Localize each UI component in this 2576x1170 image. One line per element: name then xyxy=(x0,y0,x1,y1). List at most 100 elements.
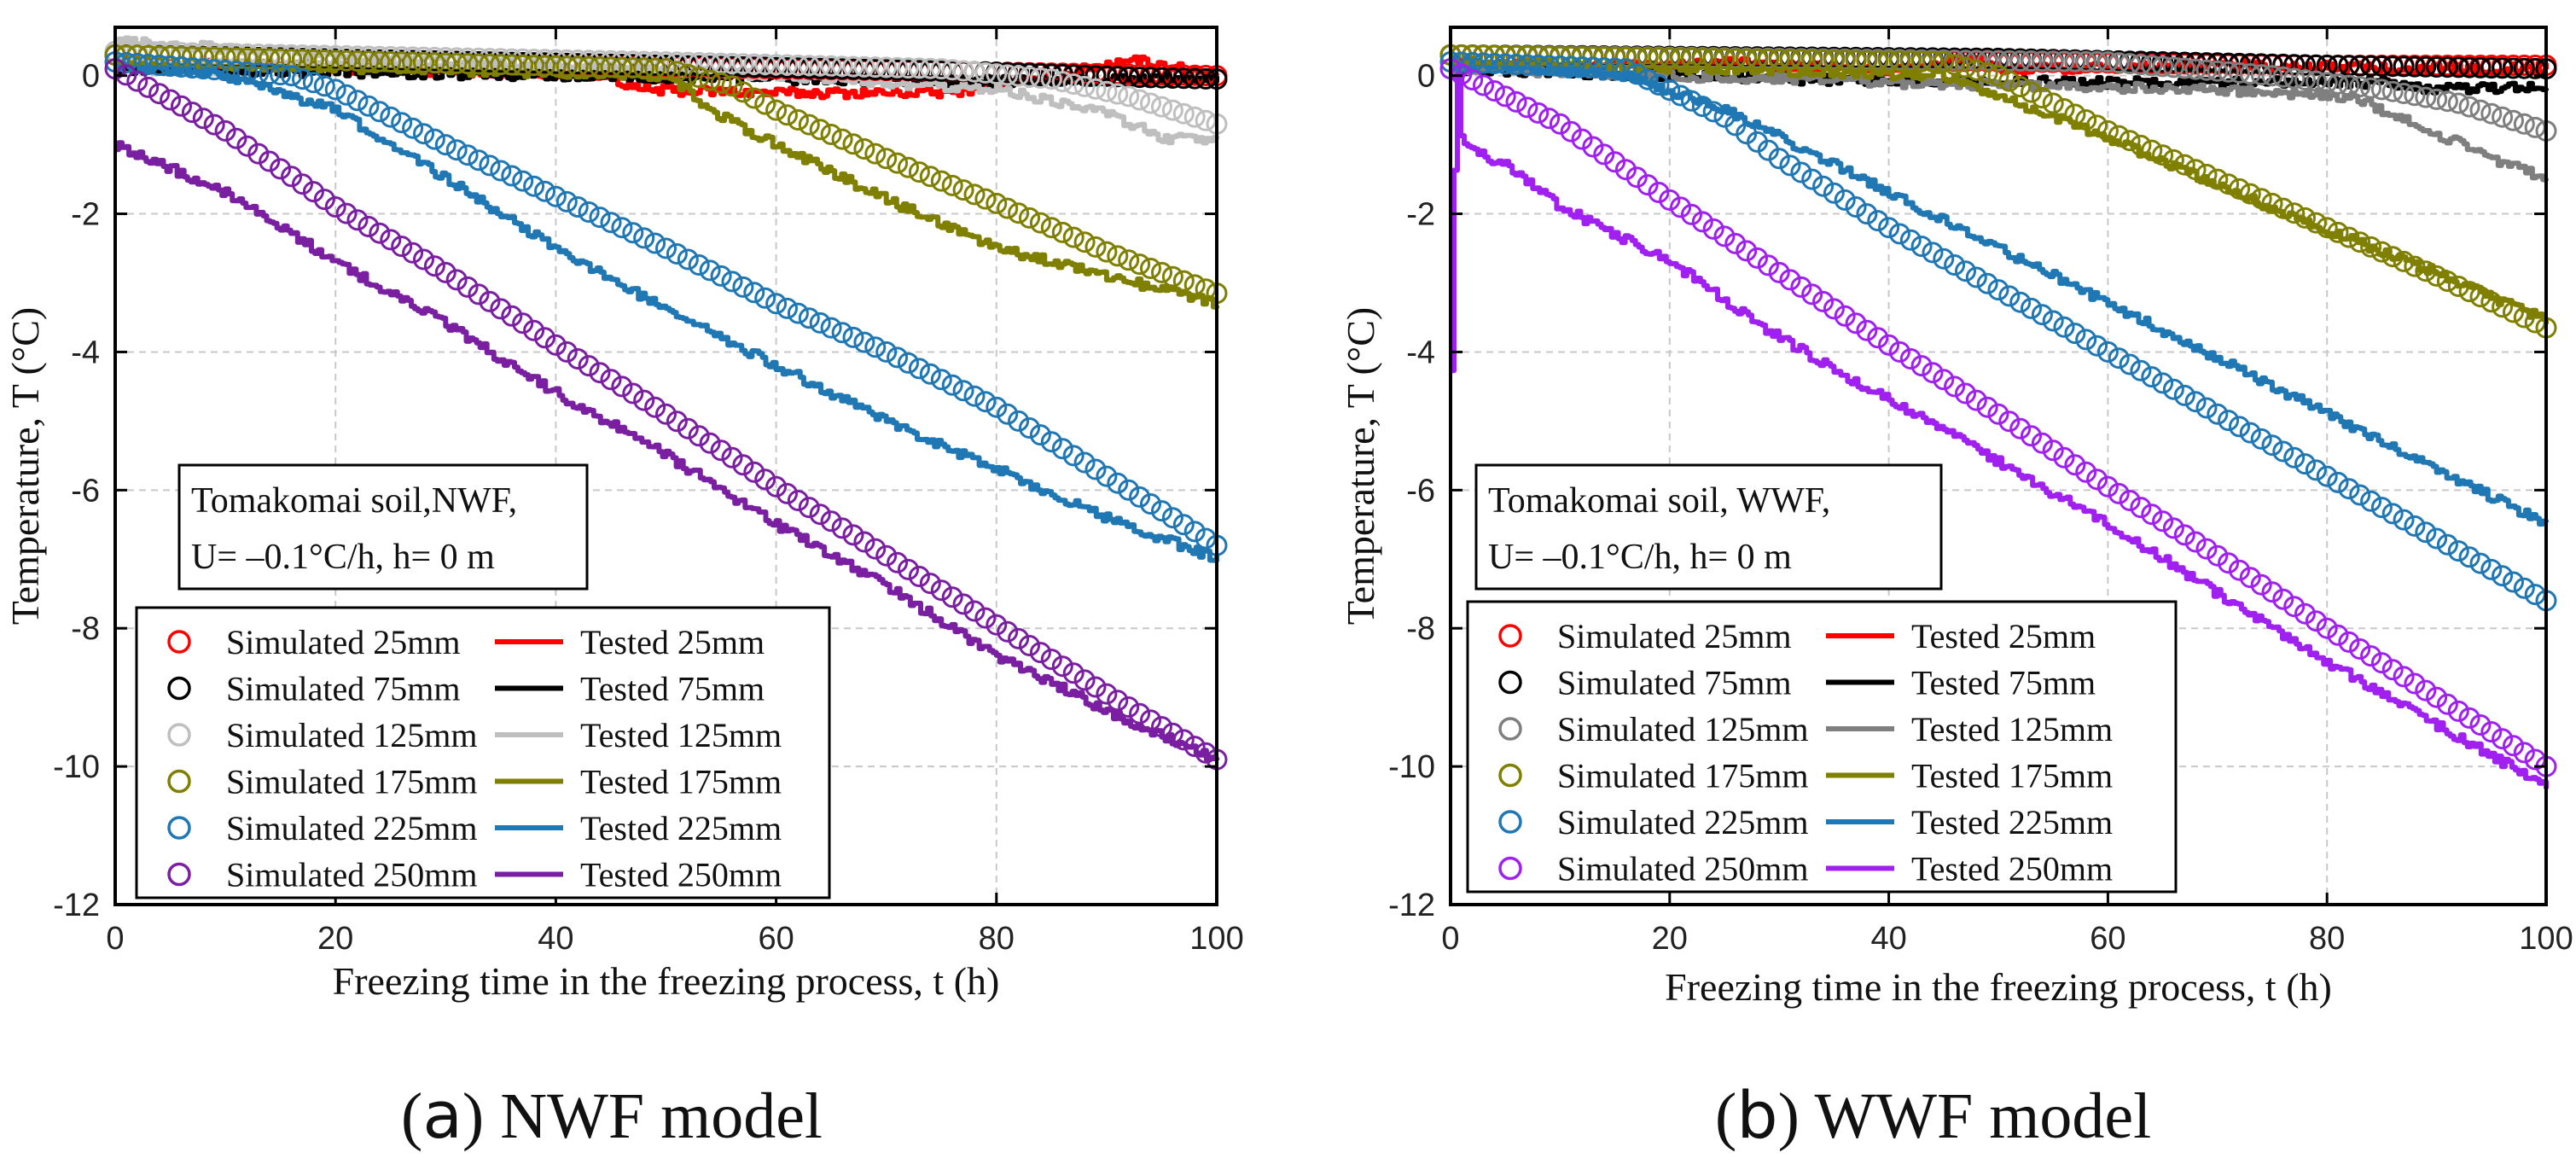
plot-area xyxy=(1439,44,2557,789)
x-tick-label: 80 xyxy=(979,921,1015,957)
simulated-point-175mm xyxy=(1614,46,1637,68)
simulated-point-175mm xyxy=(380,51,402,73)
legend-tested-label: Tested 175mm xyxy=(1911,757,2113,795)
simulated-point-75mm xyxy=(2173,51,2195,73)
x-axis-label: Freezing time in the freezing process, t… xyxy=(1665,965,2332,1009)
simulated-point-250mm xyxy=(434,261,456,283)
simulated-point-225mm xyxy=(2370,497,2393,519)
simulated-point-250mm xyxy=(589,362,611,384)
simulated-point-175mm xyxy=(335,49,358,72)
simulated-point-175mm xyxy=(2404,255,2426,277)
y-tick-label: -6 xyxy=(71,473,100,509)
simulated-point-125mm xyxy=(908,57,930,79)
simulated-point-125mm xyxy=(1096,80,1118,102)
simulated-point-125mm xyxy=(2480,102,2503,125)
simulated-point-225mm xyxy=(699,259,721,282)
simulated-point-175mm xyxy=(2503,301,2524,323)
simulated-point-75mm xyxy=(1161,67,1183,89)
simulated-point-250mm xyxy=(1183,736,1206,758)
simulated-point-125mm xyxy=(490,48,512,70)
simulated-point-175mm xyxy=(974,188,997,210)
simulated-point-125mm xyxy=(887,56,909,79)
simulated-point-225mm xyxy=(765,293,788,315)
simulated-point-250mm xyxy=(1987,403,2009,425)
simulated-point-175mm xyxy=(2272,197,2294,219)
simulated-point-250mm xyxy=(324,196,346,218)
x-tick-label: 40 xyxy=(538,921,573,957)
simulated-point-225mm xyxy=(622,222,644,244)
simulated-point-125mm xyxy=(2218,61,2240,83)
simulated-point-175mm xyxy=(1084,236,1107,258)
simulated-point-175mm xyxy=(1183,274,1206,296)
simulated-point-225mm xyxy=(555,190,578,212)
simulated-point-125mm xyxy=(456,47,479,69)
simulated-point-175mm xyxy=(2207,168,2229,190)
simulated-point-225mm xyxy=(2513,577,2535,599)
simulated-point-225mm xyxy=(1008,410,1030,432)
simulated-point-175mm xyxy=(2075,109,2097,131)
simulated-point-225mm xyxy=(1856,203,1878,225)
simulated-point-175mm xyxy=(622,57,644,79)
simulated-point-175mm xyxy=(1118,249,1140,271)
simulated-point-225mm xyxy=(1899,229,1922,251)
simulated-point-125mm xyxy=(2360,77,2382,99)
simulated-point-175mm xyxy=(214,47,236,69)
simulated-point-125mm xyxy=(974,61,997,84)
simulated-point-75mm xyxy=(2480,57,2503,79)
simulated-point-125mm xyxy=(853,55,875,78)
simulated-point-175mm xyxy=(523,55,545,77)
simulated-point-225mm xyxy=(1670,84,1692,107)
simulated-point-250mm xyxy=(1878,334,1900,356)
legend-tested-label: Tested 250mm xyxy=(580,856,782,894)
simulated-point-125mm xyxy=(2513,113,2535,135)
simulated-point-125mm xyxy=(2381,80,2404,102)
simulated-point-250mm xyxy=(148,83,171,105)
simulated-point-225mm xyxy=(1538,55,1561,77)
simulated-point-250mm xyxy=(126,70,148,92)
simulated-point-125mm xyxy=(2316,72,2338,94)
simulated-point-250mm xyxy=(600,369,622,391)
simulated-point-75mm xyxy=(2349,55,2371,77)
simulated-point-250mm xyxy=(997,620,1019,643)
simulated-point-225mm xyxy=(864,336,887,358)
simulated-point-250mm xyxy=(2349,638,2371,660)
simulated-point-175mm xyxy=(677,63,699,85)
simulated-point-250mm xyxy=(335,202,358,224)
simulated-point-175mm xyxy=(1073,231,1096,253)
simulated-point-175mm xyxy=(2086,114,2108,137)
simulated-point-175mm xyxy=(1933,51,1955,73)
simulated-point-225mm xyxy=(578,201,600,223)
simulated-point-225mm xyxy=(2130,359,2152,381)
simulated-point-225mm xyxy=(203,59,225,81)
simulated-point-250mm xyxy=(1681,203,1702,225)
tested-line-250mm xyxy=(1451,72,2549,789)
simulated-point-250mm xyxy=(1527,102,1550,124)
simulated-point-125mm xyxy=(952,60,974,82)
simulated-point-250mm xyxy=(2327,624,2349,646)
simulated-point-125mm xyxy=(2086,50,2108,73)
simulated-point-225mm xyxy=(655,237,677,259)
simulated-point-175mm xyxy=(930,170,952,192)
simulated-point-225mm xyxy=(677,248,699,271)
simulated-point-175mm xyxy=(1681,47,1702,69)
simulated-point-250mm xyxy=(555,341,578,363)
simulated-point-250mm xyxy=(908,566,930,587)
simulated-point-250mm xyxy=(986,614,1008,636)
simulated-point-250mm xyxy=(302,181,324,203)
simulated-point-175mm xyxy=(423,52,445,74)
simulated-point-250mm xyxy=(2119,490,2141,511)
simulated-point-250mm xyxy=(181,102,203,124)
simulated-point-175mm xyxy=(1779,49,1801,71)
x-tick-label: 20 xyxy=(317,921,353,957)
x-tick-label: 60 xyxy=(2090,921,2125,957)
simulated-point-225mm xyxy=(456,144,479,166)
simulated-point-250mm xyxy=(2316,617,2338,639)
simulated-point-250mm xyxy=(1757,254,1779,276)
simulated-point-125mm xyxy=(1084,78,1107,100)
simulated-point-250mm xyxy=(1625,166,1648,189)
simulated-point-175mm xyxy=(2108,125,2130,147)
legend-simulated-marker xyxy=(1498,763,1522,788)
simulated-point-75mm xyxy=(1129,67,1151,89)
simulated-point-225mm xyxy=(369,101,391,123)
simulated-point-125mm xyxy=(2261,65,2283,87)
